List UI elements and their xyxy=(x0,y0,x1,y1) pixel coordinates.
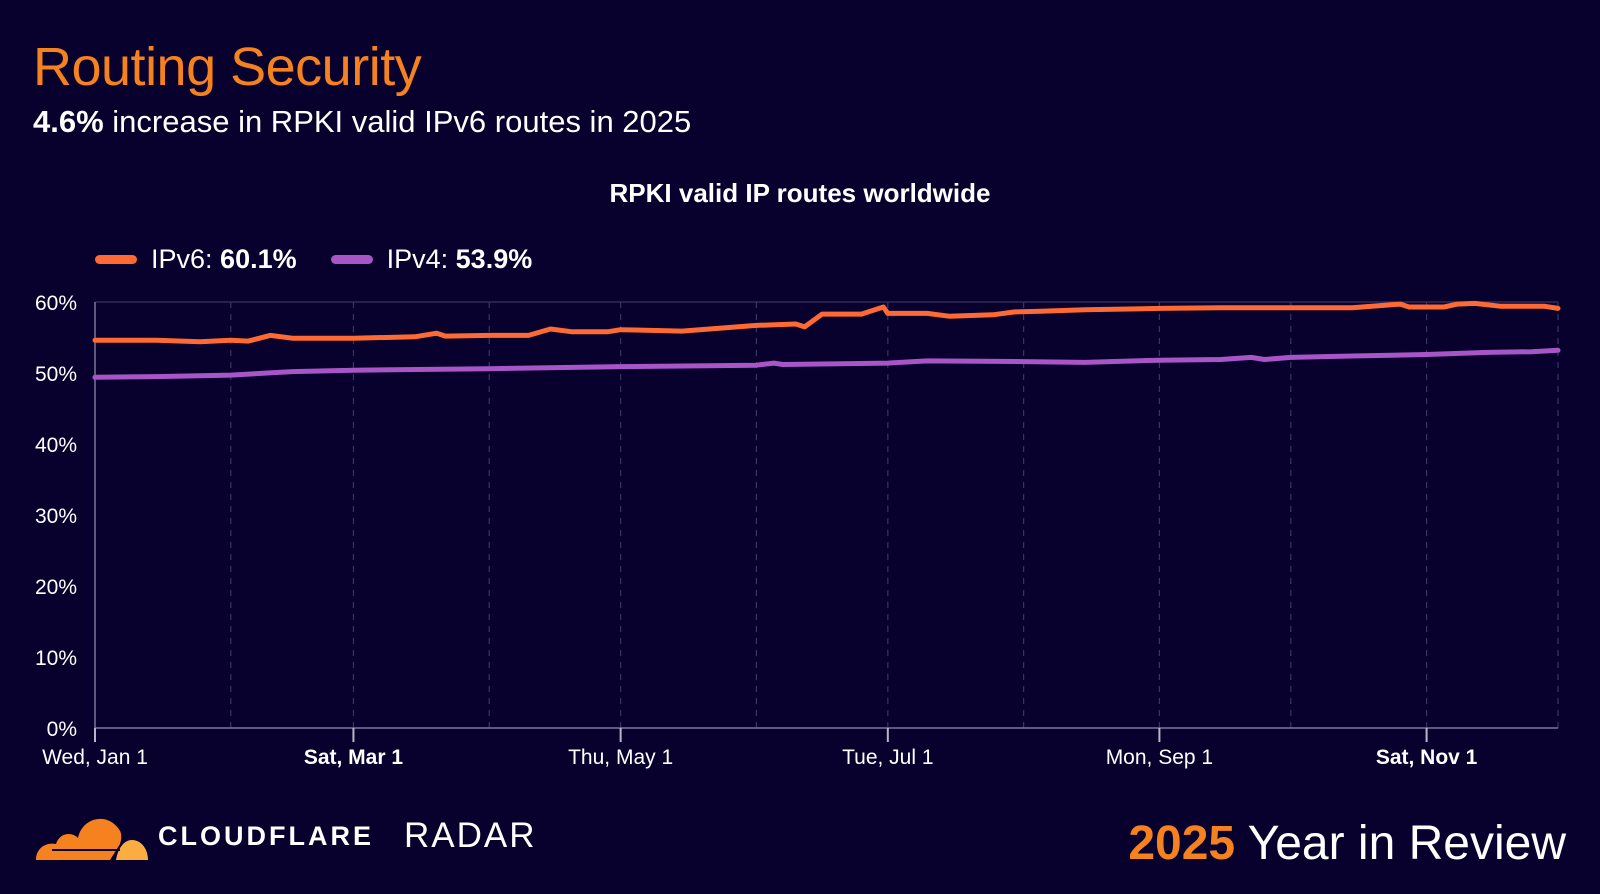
x-tick-label: Wed, Jan 1 xyxy=(42,746,148,769)
y-tick-label: 50% xyxy=(35,363,77,386)
legend-label-ipv4: IPv4: 53.9% xyxy=(386,244,533,274)
y-tick-label: 30% xyxy=(35,505,77,528)
series-line-ipv6 xyxy=(92,300,1561,345)
x-tick-label: Mon, Sep 1 xyxy=(1106,746,1213,769)
year-in-review: 2025 Year in Review xyxy=(1128,817,1566,870)
chart-title: RPKI valid IP routes worldwide xyxy=(609,178,991,208)
y-tick-label: 10% xyxy=(35,647,77,670)
subtitle-text: increase in RPKI valid IPv6 routes in 20… xyxy=(103,104,692,139)
y-tick-label: 20% xyxy=(35,576,77,599)
series-line-ipv4 xyxy=(92,347,1561,380)
chart-legend: IPv6: 60.1% IPv4: 53.9% xyxy=(95,244,532,275)
y-tick-label: 60% xyxy=(35,292,77,315)
legend-swatch-ipv4 xyxy=(330,255,373,264)
x-tick-label: Tue, Jul 1 xyxy=(842,746,933,769)
cloudflare-radar-logo: CLOUDFLARE RADAR xyxy=(32,808,537,864)
product-name: RADAR xyxy=(403,816,537,855)
x-tick-label: Sat, Nov 1 xyxy=(1376,746,1478,769)
legend-item-ipv6[interactable]: IPv6: 60.1% xyxy=(95,244,297,275)
legend-label-ipv6: IPv6: 60.1% xyxy=(151,244,297,274)
legend-item-ipv4[interactable]: IPv4: 53.9% xyxy=(330,244,533,275)
x-tick-label: Thu, May 1 xyxy=(568,746,673,769)
page-subtitle: 4.6% increase in RPKI valid IPv6 routes … xyxy=(33,104,691,140)
y-tick-label: 40% xyxy=(35,434,77,457)
subtitle-highlight: 4.6% xyxy=(33,104,104,139)
page-title: Routing Security xyxy=(33,37,422,97)
x-tick-label: Sat, Mar 1 xyxy=(304,746,404,769)
legend-swatch-ipv6 xyxy=(95,255,137,264)
brand-name: CLOUDFLARE xyxy=(158,820,374,851)
y-tick-label: 0% xyxy=(47,718,77,741)
cloudflare-cloud-icon xyxy=(36,818,148,860)
